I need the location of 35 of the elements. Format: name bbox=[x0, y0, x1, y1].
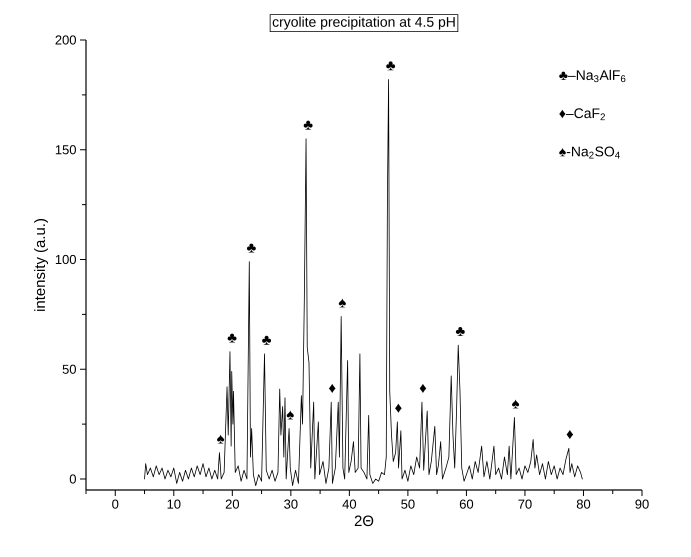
annotation: ♠ bbox=[217, 434, 224, 444]
y-axis-title: intensity (a.u.) bbox=[34, 219, 48, 311]
annotation: ♣ bbox=[262, 336, 272, 345]
annotation: ♦ bbox=[328, 384, 336, 393]
x-tick-label: 70 bbox=[518, 500, 532, 509]
annotation: ♦ bbox=[420, 384, 426, 393]
x-tick-label: 0 bbox=[112, 500, 118, 509]
annotation: ♠ bbox=[512, 399, 520, 408]
annotation: ♣–Na$_{3}$AlF$_{6}$ bbox=[559, 70, 626, 82]
x-tick-label: 80 bbox=[576, 500, 590, 509]
annotation: ♠ bbox=[338, 298, 346, 308]
annotation: ♣ bbox=[228, 334, 237, 343]
x-axis-title: 2Θ bbox=[354, 516, 374, 526]
annotation: ♦ bbox=[566, 430, 574, 440]
annotation: ♣ bbox=[304, 120, 313, 130]
chart-title: cryolite precipitation at 4.5 pH bbox=[272, 16, 455, 30]
x-tick-label: 30 bbox=[284, 500, 298, 509]
x-tick-label: 50 bbox=[401, 500, 415, 509]
y-tick-label: 200 bbox=[56, 35, 76, 45]
x-tick-label: 60 bbox=[460, 500, 474, 509]
annotation: ♠ bbox=[286, 410, 294, 420]
y-tick-label: 0 bbox=[70, 474, 76, 484]
x-tick-label: 40 bbox=[342, 500, 356, 509]
y-tick-label: 50 bbox=[62, 364, 76, 374]
annotation: ♣ bbox=[246, 244, 256, 253]
annotation: ♦–CaF$_{2}$ bbox=[559, 108, 605, 120]
annotation: ♠-Na$_{2}$SO$_{4}$ bbox=[559, 146, 620, 158]
y-tick-label: 150 bbox=[56, 145, 76, 154]
annotation: ♣ bbox=[456, 327, 465, 336]
annotation: ♣ bbox=[386, 61, 396, 70]
annotation: ♦ bbox=[395, 404, 402, 413]
x-tick-label: 10 bbox=[168, 500, 180, 509]
y-tick-label: 100 bbox=[56, 254, 76, 264]
x-tick-label: 90 bbox=[635, 500, 649, 509]
x-tick-label: 20 bbox=[226, 500, 240, 509]
